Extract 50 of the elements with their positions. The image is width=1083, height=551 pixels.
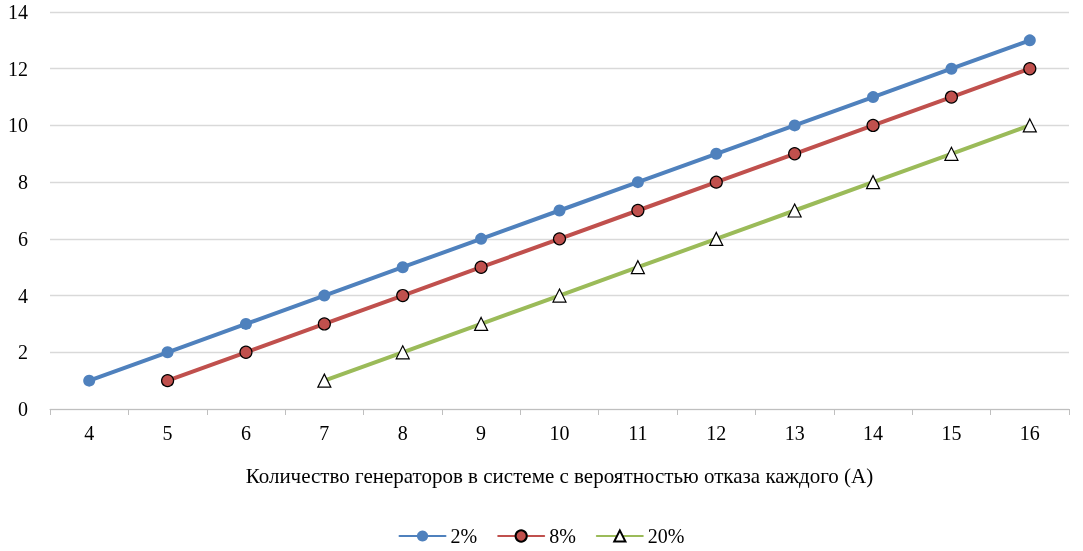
- point: [239, 317, 252, 330]
- point: [709, 175, 723, 189]
- point: [83, 374, 96, 387]
- point: [1023, 34, 1036, 47]
- x-tick-label: 13: [784, 422, 805, 444]
- legend-label: 2%: [450, 525, 478, 547]
- legend-label: 8%: [549, 525, 576, 547]
- point: [788, 119, 801, 132]
- x-tick-label: 8: [397, 422, 408, 444]
- y-tick-label: 14: [8, 1, 28, 23]
- y-tick-label: 10: [8, 114, 28, 137]
- y-tick-label: 2: [18, 341, 28, 364]
- point: [161, 346, 174, 359]
- point: [710, 147, 723, 160]
- point: [474, 260, 488, 274]
- y-tick-label: 0: [18, 398, 28, 420]
- point: [945, 62, 958, 75]
- point: [788, 147, 802, 161]
- x-tick-label: 9: [476, 422, 487, 444]
- x-tick-label: 14: [863, 422, 884, 444]
- y-tick-label: 8: [18, 171, 28, 194]
- point: [867, 91, 880, 104]
- y-tick-label: 6: [18, 227, 28, 250]
- legend-label: 20%: [647, 525, 685, 547]
- y-tick-label: 12: [8, 57, 28, 80]
- point: [318, 289, 331, 302]
- x-tick-label: 6: [240, 422, 251, 444]
- point: [396, 288, 410, 303]
- point: [944, 90, 959, 104]
- y-tick-label: 4: [18, 284, 28, 307]
- point: [239, 345, 253, 359]
- point: [866, 118, 880, 133]
- point: [396, 261, 409, 274]
- point: [552, 232, 567, 246]
- point: [160, 374, 175, 388]
- x-axis-title: Количество генераторов в системе с вероятностью отказа каждого (А): [245, 463, 874, 488]
- x-tick-label: 11: [628, 422, 648, 444]
- x-tick-label: 15: [941, 422, 962, 444]
- point: [317, 317, 331, 331]
- x-tick-label: 5: [162, 422, 173, 444]
- x-tick-label: 12: [706, 422, 727, 444]
- x-tick-label: 10: [549, 422, 570, 444]
- x-tick-label: 16: [1019, 422, 1040, 444]
- point: [631, 176, 644, 189]
- point: [475, 232, 488, 245]
- point: [1023, 62, 1037, 76]
- point: [631, 203, 645, 218]
- x-tick-label: 4: [84, 422, 95, 444]
- x-tick-label: 7: [319, 422, 330, 444]
- point: [553, 204, 566, 217]
